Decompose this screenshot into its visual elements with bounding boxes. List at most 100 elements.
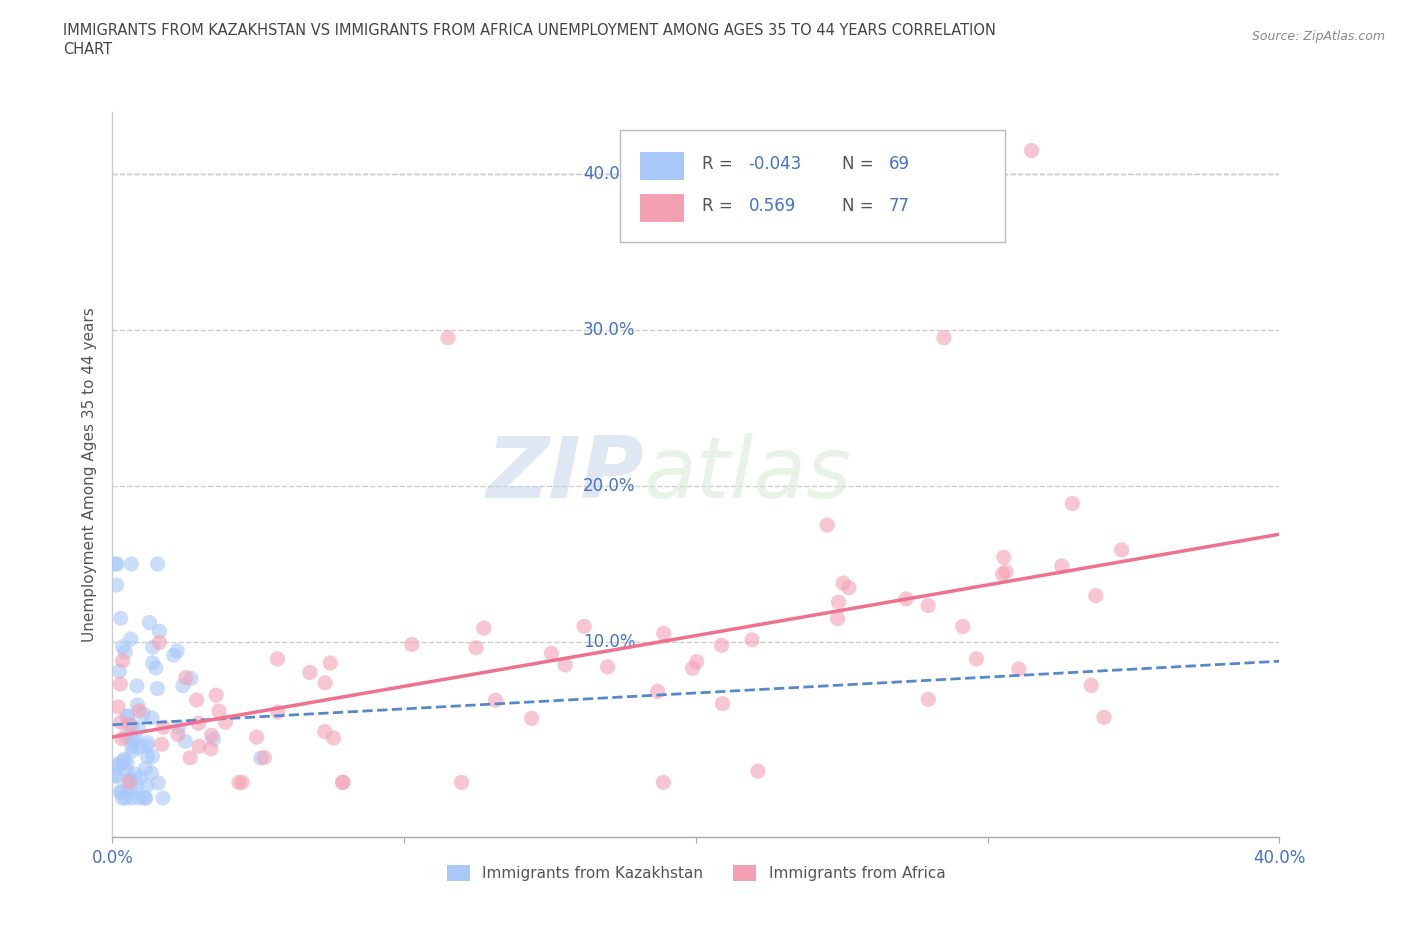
Point bbox=[188, 738, 211, 753]
Point bbox=[120, 556, 142, 571]
Point bbox=[652, 626, 675, 641]
Point bbox=[142, 656, 165, 671]
Point bbox=[110, 784, 132, 799]
Text: 20.0%: 20.0% bbox=[582, 477, 636, 495]
Point bbox=[1008, 661, 1031, 676]
Text: 40.0%: 40.0% bbox=[582, 165, 636, 183]
Point bbox=[115, 709, 138, 724]
Point bbox=[202, 732, 225, 747]
Point bbox=[894, 591, 917, 606]
Text: 40.0%: 40.0% bbox=[1253, 849, 1306, 868]
Point bbox=[138, 615, 160, 630]
Point bbox=[114, 790, 136, 805]
Point bbox=[104, 556, 127, 571]
Point bbox=[167, 720, 190, 735]
Y-axis label: Unemployment Among Ages 35 to 44 years: Unemployment Among Ages 35 to 44 years bbox=[82, 307, 97, 642]
Point bbox=[111, 639, 134, 654]
Point bbox=[121, 718, 143, 733]
Text: Source: ZipAtlas.com: Source: ZipAtlas.com bbox=[1251, 30, 1385, 43]
Point bbox=[118, 775, 141, 790]
Point bbox=[711, 697, 734, 711]
Point bbox=[136, 750, 159, 764]
Point bbox=[166, 727, 188, 742]
Point bbox=[174, 671, 197, 685]
Point bbox=[827, 594, 849, 609]
Point bbox=[114, 751, 136, 766]
Point bbox=[104, 757, 127, 772]
Point bbox=[186, 693, 208, 708]
Point bbox=[128, 790, 150, 805]
Point bbox=[108, 785, 131, 800]
Text: 10.0%: 10.0% bbox=[582, 633, 636, 651]
Text: R =: R = bbox=[702, 197, 738, 215]
Point bbox=[104, 768, 127, 783]
Point bbox=[1084, 588, 1107, 603]
Point bbox=[484, 693, 506, 708]
Point bbox=[105, 578, 128, 592]
Point bbox=[832, 576, 855, 591]
Bar bbox=[640, 153, 685, 179]
Point bbox=[124, 767, 146, 782]
Point bbox=[995, 565, 1018, 579]
Point bbox=[110, 677, 132, 692]
Point bbox=[314, 724, 336, 739]
Point bbox=[710, 638, 733, 653]
Point bbox=[1050, 559, 1073, 574]
Point bbox=[596, 659, 619, 674]
Point bbox=[572, 618, 595, 633]
Point bbox=[319, 656, 342, 671]
Point bbox=[231, 775, 253, 790]
Point bbox=[163, 647, 186, 662]
Point bbox=[142, 640, 165, 655]
Point bbox=[652, 775, 675, 790]
Point bbox=[115, 763, 138, 777]
Point bbox=[152, 790, 174, 805]
Point bbox=[1092, 710, 1115, 724]
Point bbox=[686, 654, 709, 669]
Point bbox=[141, 749, 163, 764]
Point bbox=[128, 703, 150, 718]
Point bbox=[135, 790, 157, 805]
Point bbox=[1080, 678, 1102, 693]
Point bbox=[741, 632, 763, 647]
Point bbox=[952, 619, 974, 634]
Point bbox=[647, 684, 669, 699]
Point bbox=[465, 640, 488, 655]
Point bbox=[166, 644, 188, 658]
Point bbox=[125, 779, 148, 794]
Point bbox=[180, 671, 202, 686]
Point bbox=[150, 737, 173, 751]
Point bbox=[110, 715, 132, 730]
Point bbox=[121, 790, 143, 805]
Point bbox=[172, 678, 194, 693]
Text: 30.0%: 30.0% bbox=[582, 321, 636, 339]
Point bbox=[174, 734, 197, 749]
Point bbox=[200, 728, 222, 743]
Text: ZIP: ZIP bbox=[486, 432, 644, 516]
Point bbox=[314, 675, 336, 690]
Point bbox=[437, 330, 460, 345]
Point bbox=[148, 624, 170, 639]
Point bbox=[145, 660, 167, 675]
Point bbox=[124, 730, 146, 745]
Point bbox=[127, 721, 149, 736]
Text: atlas: atlas bbox=[644, 432, 852, 516]
Point bbox=[118, 773, 141, 788]
Point bbox=[105, 556, 128, 571]
Point bbox=[827, 611, 849, 626]
Point bbox=[322, 731, 344, 746]
Point bbox=[108, 664, 131, 679]
Point bbox=[554, 658, 576, 672]
Point bbox=[993, 550, 1015, 565]
Point bbox=[146, 556, 169, 571]
Point bbox=[120, 631, 142, 646]
Point bbox=[266, 652, 288, 667]
Point bbox=[117, 709, 139, 724]
Point bbox=[540, 645, 562, 660]
Point bbox=[135, 778, 157, 793]
Point bbox=[267, 705, 290, 720]
Point bbox=[250, 751, 273, 765]
Legend: Immigrants from Kazakhstan, Immigrants from Africa: Immigrants from Kazakhstan, Immigrants f… bbox=[440, 859, 952, 887]
Point bbox=[991, 566, 1014, 581]
Point bbox=[115, 756, 138, 771]
